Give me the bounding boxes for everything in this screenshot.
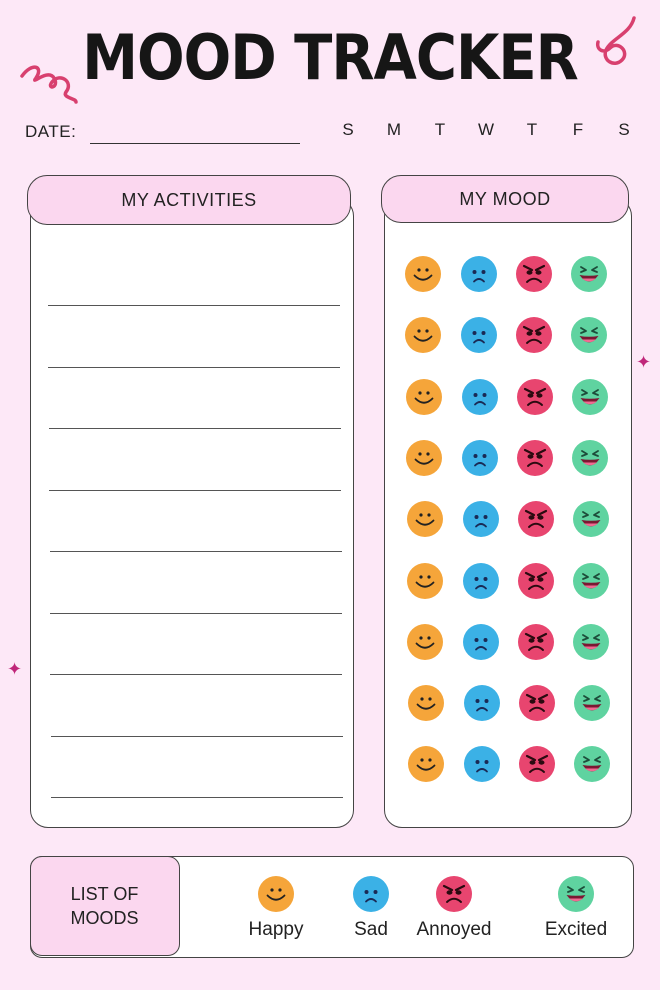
annoyed-face-icon <box>435 875 473 913</box>
annoyed-face-icon[interactable] <box>515 316 553 354</box>
activity-line[interactable] <box>51 797 343 798</box>
excited-face-icon[interactable] <box>572 500 610 538</box>
happy-face-icon[interactable] <box>407 745 445 783</box>
activity-line[interactable] <box>50 551 342 552</box>
day-wednesday[interactable]: W <box>477 120 495 139</box>
day-monday[interactable]: M <box>386 120 402 139</box>
day-tuesday[interactable]: T <box>434 120 446 139</box>
legend-label: Excited <box>544 919 608 940</box>
happy-face-icon[interactable] <box>405 439 443 477</box>
weekday-selector: S M T W T F S <box>336 120 636 140</box>
annoyed-face-icon[interactable] <box>518 745 556 783</box>
mood-heading: MY MOOD <box>381 175 629 223</box>
mood-heading-text: MY MOOD <box>459 188 551 209</box>
excited-face-icon[interactable] <box>572 562 610 600</box>
sad-face-icon[interactable] <box>462 623 500 661</box>
annoyed-face-icon[interactable] <box>516 378 554 416</box>
legend-title-line2: MOODS <box>70 907 139 928</box>
annoyed-face-icon[interactable] <box>517 500 555 538</box>
happy-face-icon[interactable] <box>406 562 444 600</box>
excited-face-icon[interactable] <box>570 255 608 293</box>
legend-label: Sad <box>354 919 388 940</box>
activities-heading: MY ACTIVITIES <box>27 175 351 225</box>
activity-line[interactable] <box>48 305 340 306</box>
sad-face-icon[interactable] <box>462 562 500 600</box>
sad-face-icon[interactable] <box>461 439 499 477</box>
happy-face-icon <box>257 875 295 913</box>
day-sunday[interactable]: S <box>342 120 354 139</box>
sparkle-decoration-right: ✦ <box>636 352 652 372</box>
annoyed-face-icon[interactable] <box>518 684 556 722</box>
excited-face-icon[interactable] <box>573 745 611 783</box>
happy-face-icon[interactable] <box>406 500 444 538</box>
annoyed-face-icon[interactable] <box>516 439 554 477</box>
excited-face-icon[interactable] <box>570 316 608 354</box>
excited-face-icon <box>557 875 595 913</box>
date-label: DATE: <box>25 122 77 141</box>
date-input-line[interactable] <box>90 143 300 144</box>
activity-line[interactable] <box>48 366 340 368</box>
legend-item-excited: Excited <box>521 875 631 941</box>
legend-label: Happy <box>248 919 304 940</box>
sad-face-icon[interactable] <box>460 316 498 354</box>
happy-face-icon[interactable] <box>404 255 442 293</box>
mood-legend: LIST OF MOODS Happy Sad Annoyed Excited <box>29 855 634 958</box>
page-title: MOOD TRACKER <box>82 22 578 95</box>
legend-item-happy: Happy <box>221 875 331 941</box>
activity-line[interactable] <box>51 735 343 737</box>
sad-face-icon[interactable] <box>463 745 501 783</box>
day-thursday[interactable]: T <box>526 120 538 139</box>
sad-face-icon <box>352 875 390 913</box>
activity-line[interactable] <box>49 489 341 491</box>
legend-title-line1: LIST OF <box>70 883 139 904</box>
activity-line[interactable] <box>50 612 342 614</box>
day-friday[interactable]: F <box>572 120 584 139</box>
excited-face-icon[interactable] <box>571 378 609 416</box>
sad-face-icon[interactable] <box>460 255 498 293</box>
legend-title: LIST OF MOODS <box>29 855 180 956</box>
activity-line[interactable] <box>50 674 342 675</box>
excited-face-icon[interactable] <box>572 623 610 661</box>
happy-face-icon[interactable] <box>405 378 443 416</box>
happy-face-icon[interactable] <box>407 684 445 722</box>
activity-line[interactable] <box>49 428 341 429</box>
squiggle-decoration-right <box>595 16 636 65</box>
legend-label: Annoyed <box>416 919 492 940</box>
annoyed-face-icon[interactable] <box>517 623 555 661</box>
sad-face-icon[interactable] <box>462 500 500 538</box>
activities-heading-text: MY ACTIVITIES <box>121 189 257 210</box>
annoyed-face-icon[interactable] <box>517 562 555 600</box>
sad-face-icon[interactable] <box>463 684 501 722</box>
excited-face-icon[interactable] <box>573 684 611 722</box>
legend-item-annoyed: Annoyed <box>399 875 509 941</box>
activities-panel <box>30 198 354 828</box>
squiggle-decoration-left <box>20 65 78 104</box>
day-saturday[interactable]: S <box>618 120 630 139</box>
legend-item-sad: Sad <box>316 875 426 941</box>
happy-face-icon[interactable] <box>404 316 442 354</box>
sad-face-icon[interactable] <box>461 378 499 416</box>
annoyed-face-icon[interactable] <box>515 255 553 293</box>
sparkle-decoration-left: ✦ <box>7 659 23 679</box>
happy-face-icon[interactable] <box>406 623 444 661</box>
excited-face-icon[interactable] <box>571 439 609 477</box>
